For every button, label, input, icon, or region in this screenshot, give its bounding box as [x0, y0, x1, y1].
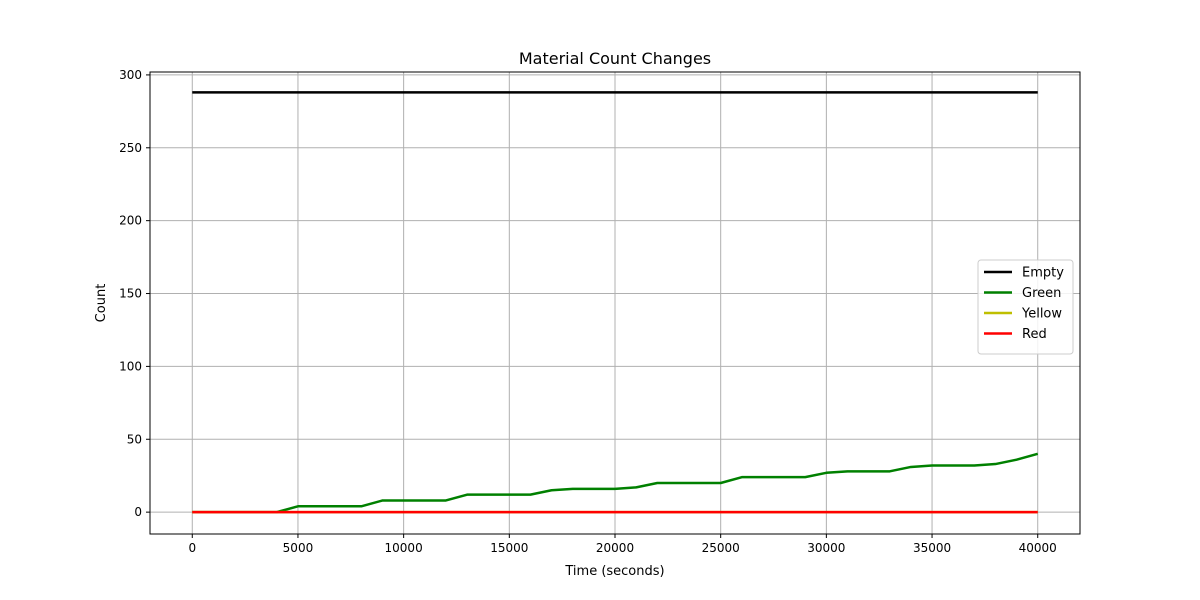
series-line-green: [192, 452, 1039, 514]
legend-label-red: Red: [1022, 327, 1047, 342]
chart-title: Material Count Changes: [519, 49, 711, 68]
x-tick-label: 25000: [702, 541, 740, 555]
x-tick-label: 30000: [807, 541, 845, 555]
y-axis-label: Count: [94, 284, 109, 323]
axis-ticks: 0 5000 10000 15000 20000 25000 30000 35000 40000…: [119, 68, 1057, 555]
legend-label-yellow: Yellow: [1021, 307, 1062, 322]
y-tick-label: 50: [127, 432, 142, 446]
legend-label-empty: Empty: [1022, 266, 1064, 281]
y-tick-label: 100: [119, 359, 142, 373]
x-tick-label: 10000: [385, 541, 423, 555]
x-tick-label: 15000: [490, 541, 528, 555]
y-tick-label: 0: [134, 505, 142, 519]
legend-box: [977, 259, 1074, 355]
x-tick-label: 40000: [1019, 541, 1057, 555]
x-tick-label: 20000: [596, 541, 634, 555]
x-axis-label: Time (seconds): [564, 564, 664, 579]
legend-label-green: Green: [1022, 286, 1061, 301]
y-tick-label: 200: [119, 214, 142, 228]
y-tick-label: 300: [119, 68, 142, 82]
x-tick-label: 0: [188, 541, 196, 555]
legend: Empty Green Yellow Red: [977, 259, 1074, 355]
series-lines: [192, 91, 1039, 514]
y-tick-label: 150: [119, 287, 142, 301]
y-tick-label: 250: [119, 141, 142, 155]
x-tick-label: 5000: [283, 541, 314, 555]
x-tick-label: 35000: [913, 541, 951, 555]
